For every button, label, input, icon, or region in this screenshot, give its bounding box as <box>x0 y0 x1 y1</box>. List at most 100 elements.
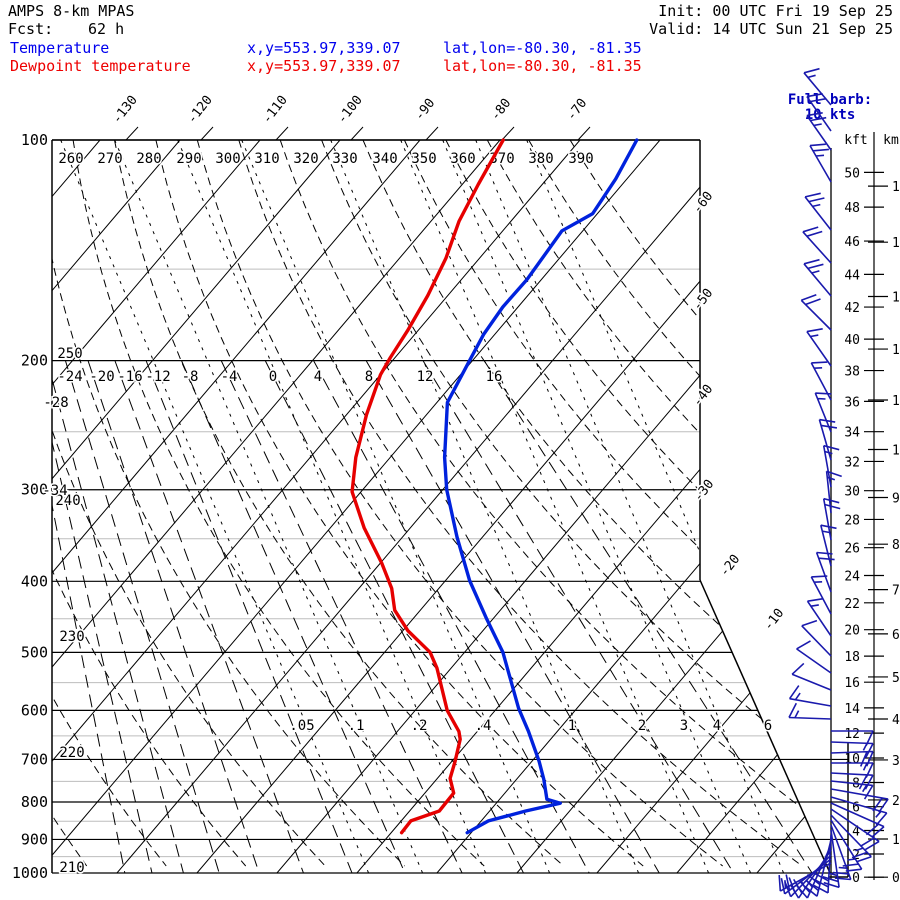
mixing-ratio-label: 1 <box>568 718 576 734</box>
km-tick-label: 7. <box>892 584 900 599</box>
mixing-ratio-line <box>177 140 487 873</box>
model-title: AMPS 8-km MPAS <box>8 2 135 20</box>
km-tick-label: 9. <box>892 492 900 507</box>
init-time: Init: 00 UTC Fri 19 Sep 25 <box>658 2 893 20</box>
moist-adiabat-line <box>365 360 660 873</box>
wind-barb <box>806 597 832 637</box>
mixing-ratio-label: .4 <box>475 718 492 734</box>
isotherm-label: -60 <box>690 189 716 217</box>
wind-barb <box>791 662 832 691</box>
kft-tick-label: 18 <box>844 650 860 665</box>
wind-barb <box>830 772 874 790</box>
pressure-tick-label: 500 <box>21 643 48 661</box>
wind-barb <box>814 392 832 433</box>
moist-adiabat-label: -34 <box>42 483 67 499</box>
isotherm-label: -30 <box>691 477 717 505</box>
km-tick-label: 10. <box>892 443 900 458</box>
moist-adiabat-label: -16 <box>117 369 142 385</box>
theta-label: 220 <box>59 745 84 761</box>
mixing-ratio-label: 2 <box>638 718 646 734</box>
isotherm-top-tick <box>425 126 439 141</box>
moist-adiabat-line <box>52 360 153 873</box>
theta-label: 240 <box>55 493 80 509</box>
wind-barb <box>806 112 832 151</box>
isotherm-line <box>52 140 101 873</box>
mixing-ratio-label: 3 <box>680 718 688 734</box>
theta-label: 390 <box>568 151 593 167</box>
moist-adiabat-line <box>145 360 353 873</box>
kft-tick-label: 22 <box>844 597 860 612</box>
pressure-tick-label: 1000 <box>12 864 48 882</box>
legend-dewpoint-label: Dewpoint temperature <box>10 57 191 75</box>
wind-barb <box>800 294 832 331</box>
theta-label: 300 <box>215 151 240 167</box>
kft-tick-label: 32 <box>844 455 860 470</box>
altitude-axis: kft km02468101214161820222426283032343638… <box>844 132 900 886</box>
dry-adiabat-line <box>279 140 830 867</box>
moist-adiabat-line <box>181 360 406 873</box>
km-axis-title: km <box>883 133 899 148</box>
kft-tick-label: 20 <box>844 624 860 639</box>
moist-adiabat-label: -24 <box>57 369 82 385</box>
wind-barb <box>788 685 832 707</box>
moist-adiabat-line <box>220 360 463 873</box>
kft-tick-label: 36 <box>844 395 860 410</box>
kft-tick-label: 0 <box>852 871 860 886</box>
kft-tick-label: 10 <box>844 752 860 767</box>
mixing-ratio-line <box>60 140 370 873</box>
theta-label: 280 <box>136 151 161 167</box>
kft-tick-label: 28 <box>844 513 860 528</box>
wind-barb <box>801 619 832 657</box>
legend-temperature-xy: x,y=553.97,339.07 <box>247 39 401 57</box>
kft-tick-label: 42 <box>844 301 860 316</box>
wind-barb <box>806 93 832 132</box>
kft-tick-label: 44 <box>844 268 860 283</box>
mixing-ratio-line <box>475 140 785 873</box>
moist-adiabat-label: -8 <box>182 369 199 385</box>
pressure-tick-label: 900 <box>21 830 48 848</box>
mixing-ratio-line <box>526 140 830 873</box>
km-tick-label: 6. <box>892 628 900 643</box>
dry-adiabat-line <box>569 140 830 867</box>
isotherm-line <box>52 140 661 873</box>
isotherm-line <box>52 140 181 873</box>
dry-adiabat-line <box>362 140 830 867</box>
wind-barb <box>822 444 840 488</box>
km-tick-label: 13. <box>892 290 900 305</box>
isotherm-label: -50 <box>690 286 716 314</box>
km-tick-label: 3. <box>892 754 900 769</box>
theta-label: 260 <box>58 151 83 167</box>
wind-barb <box>830 780 874 800</box>
wind-barb <box>796 640 832 674</box>
km-tick-label: 11. <box>892 394 900 409</box>
isotherm-label: -90 <box>412 96 438 124</box>
wind-barb <box>830 808 880 851</box>
wind-barb <box>810 575 832 615</box>
moist-adiabat-line <box>114 360 304 873</box>
moist-adiabat-line <box>422 360 734 873</box>
isotherm-label: -130 <box>110 93 141 127</box>
moist-adiabat-line <box>483 360 813 873</box>
isotherm-label: -80 <box>488 96 514 124</box>
legend-temperature-latlon: lat,lon=-80.30, -81.35 <box>443 39 642 57</box>
wind-barb-column <box>778 67 889 899</box>
pressure-tick-label: 700 <box>21 750 48 768</box>
dry-adiabat-line <box>72 140 485 867</box>
theta-label: 230 <box>59 629 84 645</box>
mixing-ratio-line <box>114 140 424 873</box>
fcst-value: 62 h <box>88 20 125 38</box>
isotherm-top-tick <box>577 126 591 141</box>
theta-label: 270 <box>97 151 122 167</box>
moist-adiabat-line <box>65 360 220 873</box>
moist-adiabat-label: -4 <box>221 369 238 385</box>
mixing-ratio-label: 4 <box>713 718 721 734</box>
theta-label: 340 <box>372 151 397 167</box>
wind-barb <box>830 819 863 872</box>
frame-diagonal-border <box>699 579 831 874</box>
isotherm-line <box>0 140 20 873</box>
moist-adiabat-label: 8 <box>365 369 373 385</box>
pressure-tick-label: 800 <box>21 793 48 811</box>
moist-adiabat-label: -12 <box>145 369 170 385</box>
wind-barb <box>803 67 832 106</box>
